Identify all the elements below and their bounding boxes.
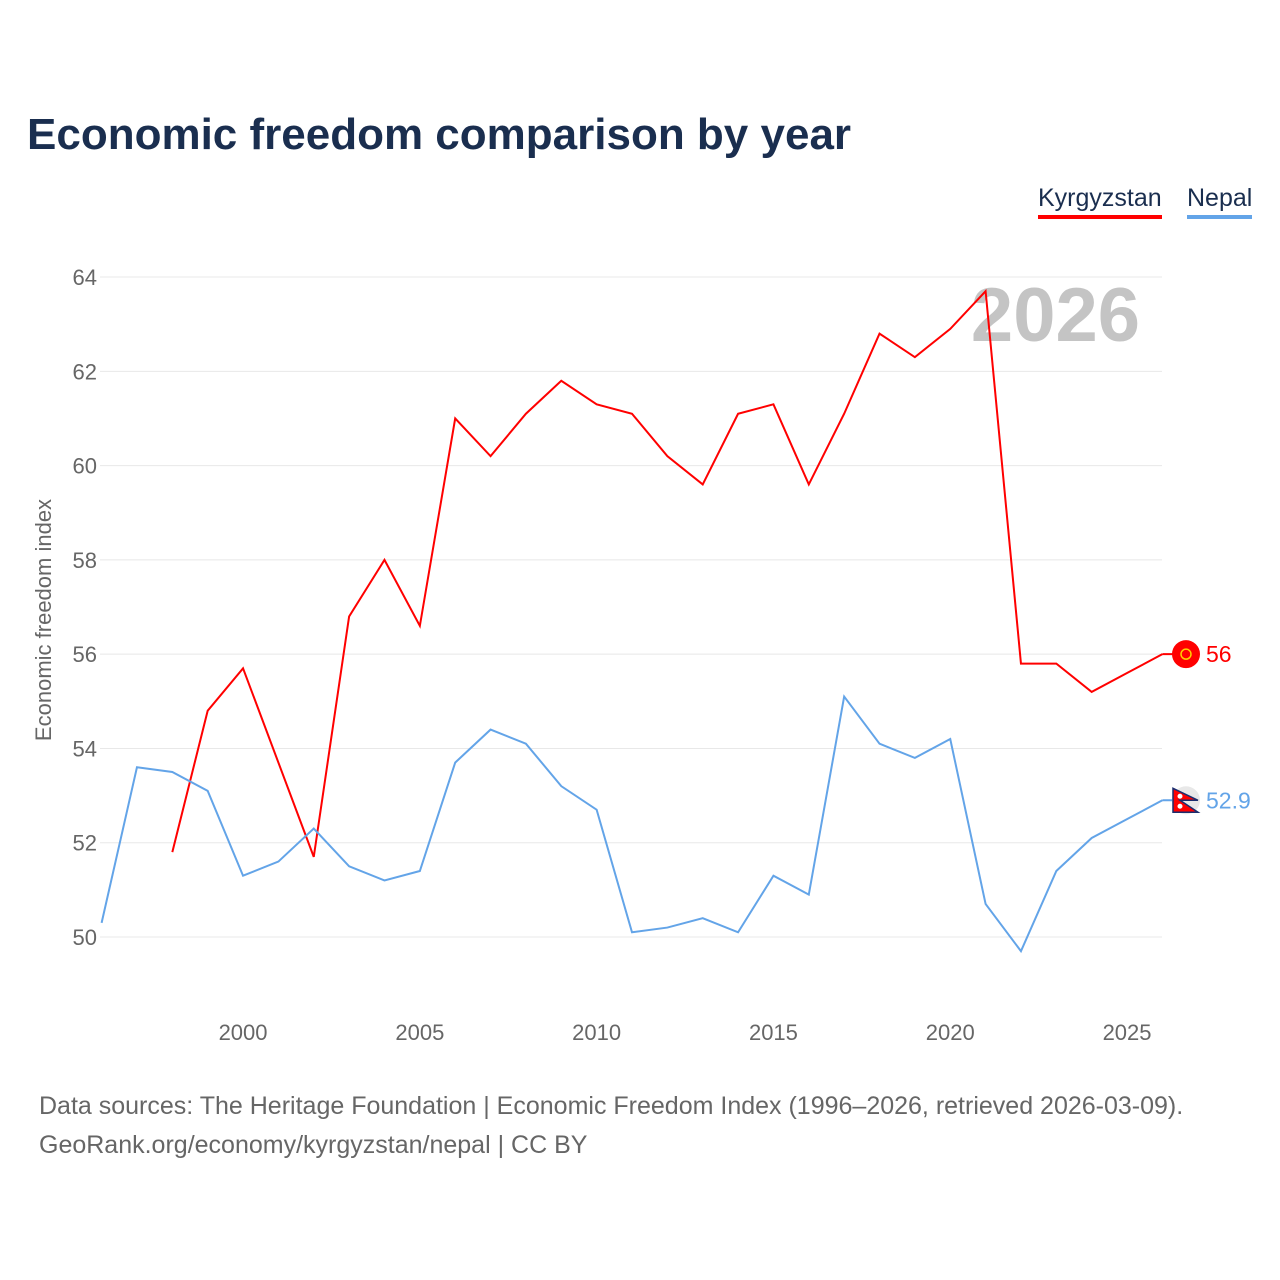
kyrgyzstan-flag-icon — [1172, 640, 1200, 669]
data-point-nepal[interactable] — [700, 915, 706, 921]
y-tick-label: 56 — [73, 642, 97, 667]
legend-nepal[interactable]: Nepal — [1187, 184, 1253, 219]
y-tick-label: 52 — [73, 831, 97, 856]
flag-sun — [1177, 803, 1183, 809]
data-point-nepal[interactable] — [346, 863, 352, 869]
y-tick-label: 62 — [73, 359, 97, 384]
data-point-nepal[interactable] — [488, 727, 494, 733]
data-point-nepal[interactable] — [134, 764, 140, 770]
data-point-nepal[interactable] — [311, 826, 317, 832]
data-point-kyrgyzstan[interactable] — [770, 401, 776, 407]
data-point-kyrgyzstan[interactable] — [311, 854, 317, 860]
y-tick-label: 64 — [73, 265, 97, 290]
data-point-kyrgyzstan[interactable] — [664, 453, 670, 459]
data-point-kyrgyzstan[interactable] — [1053, 661, 1059, 667]
data-point-nepal[interactable] — [1053, 868, 1059, 874]
x-tick-label: 2020 — [926, 1020, 975, 1045]
data-point-nepal[interactable] — [417, 868, 423, 874]
data-point-kyrgyzstan[interactable] — [1159, 651, 1165, 657]
y-axis-label: Economic freedom index — [31, 499, 56, 741]
series-line-kyrgyzstan — [171, 288, 1163, 858]
data-point-kyrgyzstan[interactable] — [806, 481, 812, 487]
series-line-nepal — [100, 694, 1163, 954]
data-point-kyrgyzstan[interactable] — [700, 481, 706, 487]
flag-sun — [1180, 648, 1192, 660]
data-point-kyrgyzstan[interactable] — [877, 331, 883, 337]
data-point-kyrgyzstan[interactable] — [558, 378, 564, 384]
x-tick-label: 2015 — [749, 1020, 798, 1045]
data-point-nepal[interactable] — [99, 920, 105, 926]
flag-moon — [1177, 793, 1183, 799]
data-point-nepal[interactable] — [629, 929, 635, 935]
data-point-nepal[interactable] — [523, 741, 529, 747]
data-point-nepal[interactable] — [169, 769, 175, 775]
data-point-kyrgyzstan[interactable] — [346, 613, 352, 619]
data-point-kyrgyzstan[interactable] — [629, 411, 635, 417]
data-point-kyrgyzstan[interactable] — [594, 401, 600, 407]
data-point-nepal[interactable] — [1124, 816, 1130, 822]
data-point-kyrgyzstan[interactable] — [983, 288, 989, 294]
data-point-kyrgyzstan[interactable] — [452, 415, 458, 421]
data-point-nepal[interactable] — [594, 807, 600, 813]
data-point-nepal[interactable] — [381, 877, 387, 883]
data-point-nepal[interactable] — [558, 783, 564, 789]
y-tick-label: 58 — [73, 548, 97, 573]
data-point-nepal[interactable] — [770, 873, 776, 879]
data-point-kyrgyzstan[interactable] — [735, 411, 741, 417]
data-point-kyrgyzstan[interactable] — [912, 354, 918, 360]
data-point-nepal[interactable] — [841, 694, 847, 700]
end-value-label: 52.9 — [1206, 787, 1251, 813]
x-tick-label: 2000 — [219, 1020, 268, 1045]
data-point-kyrgyzstan[interactable] — [1018, 661, 1024, 667]
source-line-2[interactable]: GeoRank.org/economy/kyrgyzstan/nepal | C… — [39, 1131, 588, 1159]
data-point-kyrgyzstan[interactable] — [841, 411, 847, 417]
chart-title: Economic freedom comparison by year — [27, 110, 852, 159]
end-value-label: 56 — [1206, 641, 1232, 667]
data-point-kyrgyzstan[interactable] — [947, 326, 953, 332]
data-point-kyrgyzstan[interactable] — [417, 623, 423, 629]
data-point-nepal[interactable] — [877, 741, 883, 747]
source-line-1: Data sources: The Heritage Foundation | … — [39, 1092, 1184, 1120]
data-point-kyrgyzstan[interactable] — [205, 708, 211, 714]
data-point-kyrgyzstan[interactable] — [169, 849, 175, 855]
data-point-kyrgyzstan[interactable] — [1089, 689, 1095, 695]
data-point-nepal[interactable] — [452, 760, 458, 766]
y-tick-label: 60 — [73, 454, 97, 479]
source-note: Data sources: The Heritage Foundation | … — [39, 1087, 1183, 1165]
data-point-kyrgyzstan[interactable] — [381, 557, 387, 563]
x-tick-label: 2025 — [1103, 1020, 1152, 1045]
data-point-nepal[interactable] — [275, 859, 281, 865]
data-point-nepal[interactable] — [947, 736, 953, 742]
data-point-nepal[interactable] — [735, 929, 741, 935]
data-point-kyrgyzstan[interactable] — [1124, 670, 1130, 676]
data-point-nepal[interactable] — [912, 755, 918, 761]
x-tick-label: 2010 — [572, 1020, 621, 1045]
data-point-nepal[interactable] — [983, 901, 989, 907]
data-point-nepal[interactable] — [205, 788, 211, 794]
x-tick-label: 2005 — [395, 1020, 444, 1045]
data-point-kyrgyzstan[interactable] — [488, 453, 494, 459]
data-point-nepal[interactable] — [1089, 835, 1095, 841]
data-point-nepal[interactable] — [806, 892, 812, 898]
data-point-kyrgyzstan[interactable] — [240, 665, 246, 671]
y-tick-label: 54 — [73, 736, 97, 761]
data-point-nepal[interactable] — [1018, 948, 1024, 954]
data-point-nepal[interactable] — [664, 925, 670, 931]
data-point-nepal[interactable] — [1159, 797, 1165, 803]
year-watermark: 2026 — [971, 273, 1140, 358]
legend-kyrgyzstan[interactable]: Kyrgyzstan — [1038, 184, 1162, 219]
data-point-kyrgyzstan[interactable] — [523, 411, 529, 417]
data-point-nepal[interactable] — [240, 873, 246, 879]
y-tick-label: 50 — [73, 925, 97, 950]
